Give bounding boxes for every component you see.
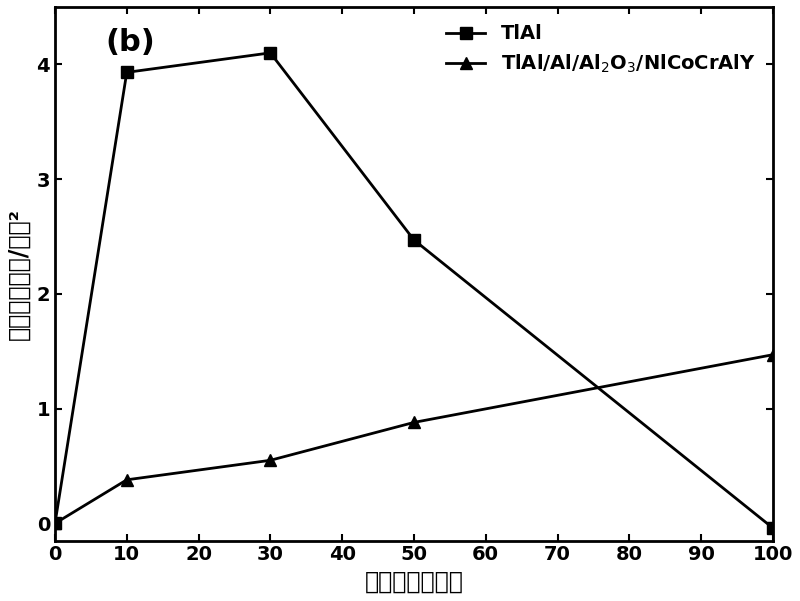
TlAl bbox=[50, 520, 60, 527]
Legend: TlAl, TlAl/Al/Al$_2$O$_3$/NlCoCrAlY: TlAl, TlAl/Al/Al$_2$O$_3$/NlCoCrAlY bbox=[438, 17, 763, 84]
TlAl bbox=[768, 525, 778, 532]
Text: (b): (b) bbox=[106, 28, 155, 57]
TlAl bbox=[122, 69, 131, 76]
TlAl/Al/Al$_2$O$_3$/NlCoCrAlY bbox=[768, 351, 778, 358]
Y-axis label: 增重量，毫克/厘米²: 增重量，毫克/厘米² bbox=[7, 208, 31, 340]
Line: TlAl/Al/Al$_2$O$_3$/NlCoCrAlY: TlAl/Al/Al$_2$O$_3$/NlCoCrAlY bbox=[49, 349, 779, 529]
TlAl/Al/Al$_2$O$_3$/NlCoCrAlY bbox=[409, 419, 418, 426]
Line: TlAl: TlAl bbox=[50, 47, 778, 534]
TlAl bbox=[409, 236, 418, 243]
TlAl/Al/Al$_2$O$_3$/NlCoCrAlY bbox=[122, 476, 131, 483]
TlAl bbox=[266, 49, 275, 56]
TlAl/Al/Al$_2$O$_3$/NlCoCrAlY bbox=[266, 457, 275, 464]
TlAl/Al/Al$_2$O$_3$/NlCoCrAlY bbox=[50, 520, 60, 527]
X-axis label: 氧化时间，小时: 氧化时间，小时 bbox=[365, 570, 463, 594]
